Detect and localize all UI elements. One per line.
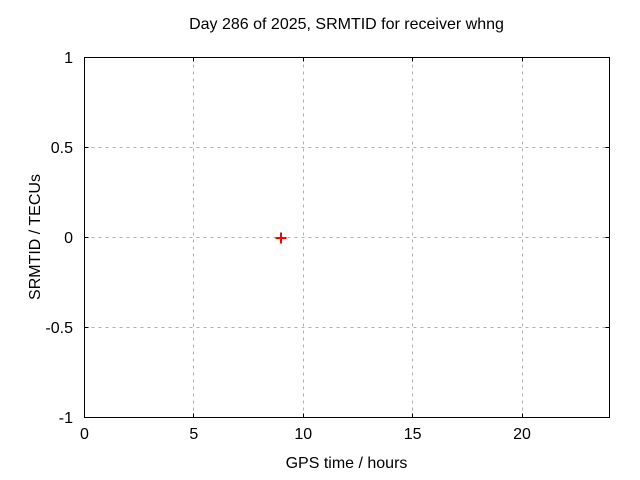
x-tick-label: 5 [189, 426, 198, 443]
x-tick-label: 0 [80, 426, 89, 443]
y-tick-label: 0.5 [51, 140, 73, 157]
y-tick-label: -1 [59, 410, 73, 427]
x-tick-label: 10 [294, 426, 312, 443]
y-tick-label: 0 [64, 230, 73, 247]
y-tick-label: 1 [64, 50, 73, 67]
x-axis-label: GPS time / hours [285, 455, 408, 472]
x-tick-label: 20 [513, 426, 531, 443]
x-tick-label: 15 [404, 426, 422, 443]
y-tick-label: -0.5 [45, 320, 73, 337]
chart-title: Day 286 of 2025, SRMTID for receiver whn… [189, 16, 504, 33]
